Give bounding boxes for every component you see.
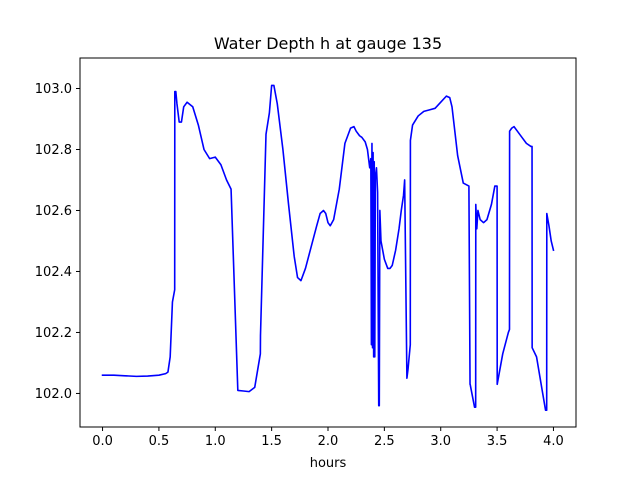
x-tick-label: 0.5 — [149, 434, 170, 449]
series-line-0 — [101, 84, 555, 412]
x-tick-label: 2.0 — [318, 434, 339, 449]
y-tick-label: 103.0 — [35, 82, 72, 97]
x-axis-label: hours — [310, 456, 347, 471]
axes-frame — [79, 57, 577, 428]
x-tick-label: 4.0 — [543, 434, 564, 449]
y-tick-label: 102.4 — [35, 265, 72, 280]
x-tick-label: 2.5 — [374, 434, 395, 449]
plot-area: 0.0 0.5 1.0 1.5 2.0 2.5 3.0 3.5 4.0 102.0 102.2 102… — [35, 57, 577, 449]
x-tick-label: 1.0 — [205, 434, 226, 449]
y-tick-label: 102.6 — [35, 204, 72, 219]
x-tick-label: 3.0 — [430, 434, 451, 449]
x-tick-label: 3.5 — [487, 434, 508, 449]
x-tick-label: 1.5 — [261, 434, 282, 449]
chart-title: Water Depth h at gauge 135 — [214, 34, 442, 53]
y-tick-label: 102.2 — [35, 326, 72, 341]
x-tick-label: 0.0 — [92, 434, 113, 449]
y-tick-label: 102.8 — [35, 143, 72, 158]
y-tick-label: 102.0 — [35, 387, 72, 402]
